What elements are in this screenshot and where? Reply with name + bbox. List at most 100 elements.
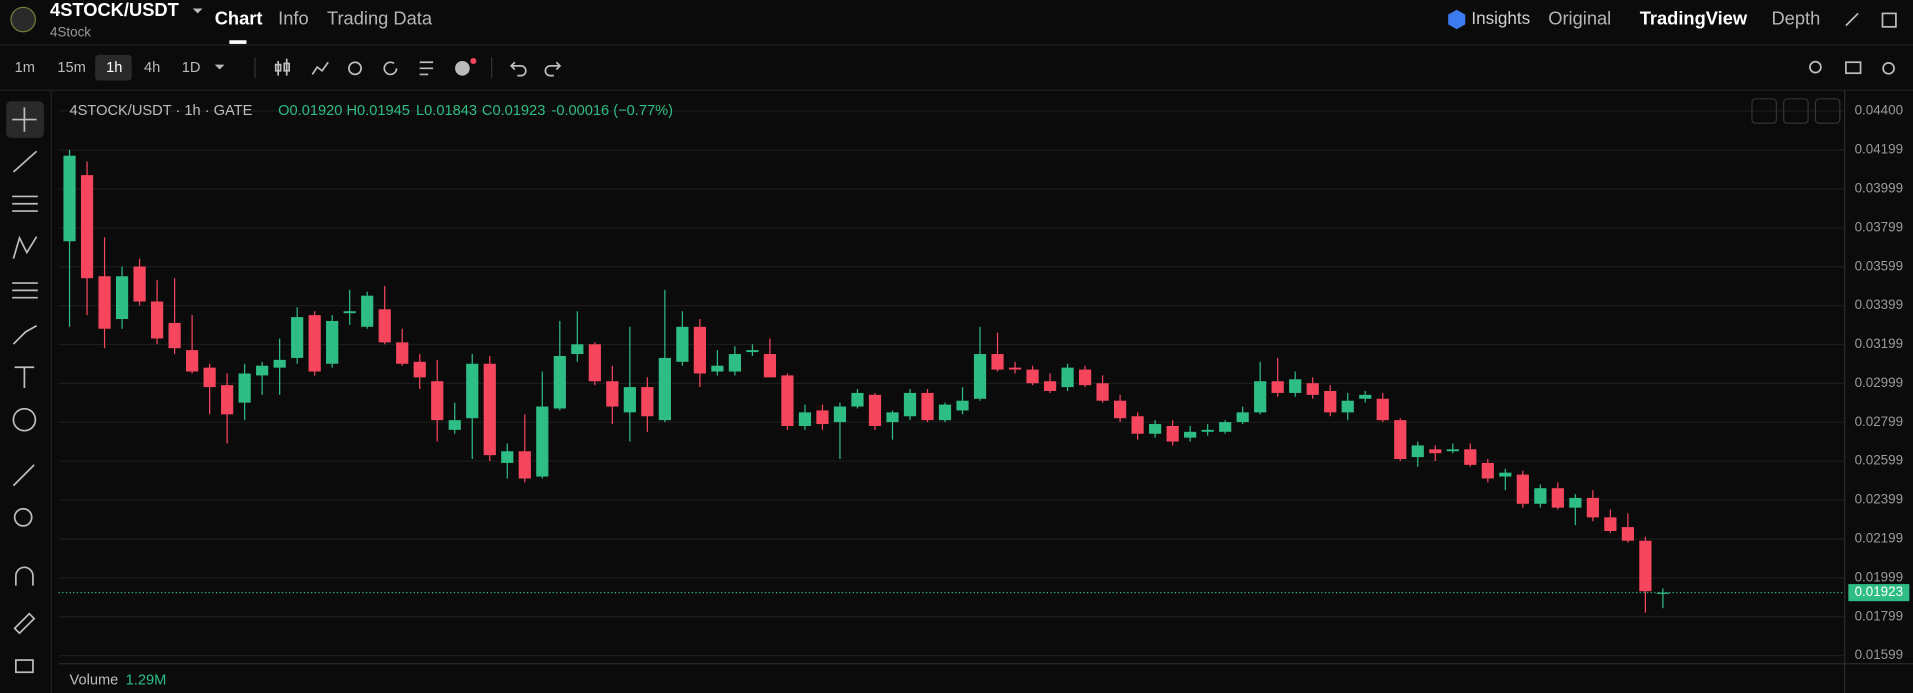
fib-tool[interactable] — [12, 195, 38, 212]
redo-icon[interactable] — [544, 61, 562, 77]
magnet-tool[interactable] — [15, 566, 34, 586]
candle-body — [80, 175, 94, 279]
interval[interactable]: 15m — [57, 60, 85, 76]
candle-body — [1149, 424, 1162, 434]
view-link[interactable]: Insights — [1471, 9, 1530, 28]
text-tool[interactable] — [14, 366, 35, 388]
candle-body — [518, 451, 531, 479]
candle-body — [868, 394, 882, 426]
undo-icon[interactable] — [509, 61, 527, 77]
scroll-button[interactable] — [1751, 98, 1777, 124]
pattern-tool[interactable] — [12, 235, 38, 259]
candle-body — [1394, 420, 1407, 460]
add-icon[interactable] — [455, 61, 470, 76]
candles: 0.01923 — [58, 149, 1910, 613]
candle-body — [1324, 390, 1337, 413]
symbol[interactable]: 4STOCK/USDT — [50, 0, 179, 20]
tab[interactable]: Info — [278, 7, 309, 28]
candle-body — [168, 322, 181, 349]
interval[interactable]: 1D — [182, 60, 201, 76]
replay-icon[interactable] — [383, 61, 398, 76]
projection-tool[interactable] — [12, 282, 38, 299]
candle-body — [1534, 488, 1547, 504]
candle-body — [1166, 425, 1179, 442]
line-tool[interactable] — [12, 150, 38, 173]
alert-icon[interactable] — [348, 61, 362, 76]
candle-body — [1499, 472, 1512, 477]
draw-mode-tool[interactable] — [13, 612, 36, 635]
collapse-icon[interactable] — [1845, 12, 1859, 27]
y-tick-label: 0.04199 — [1855, 142, 1903, 157]
reset-button[interactable] — [1814, 98, 1841, 124]
legend-close: C0.01923 — [482, 103, 545, 119]
candle-body — [798, 412, 812, 426]
interval[interactable]: 1h — [106, 60, 122, 76]
legend-symbol: 4STOCK/USDT · 1h · GATE — [70, 103, 253, 119]
candle-body — [1464, 449, 1477, 465]
candle-body — [1376, 398, 1389, 421]
y-tick-label: 0.01999 — [1855, 569, 1903, 584]
candle-body — [728, 354, 741, 372]
interval[interactable]: 4h — [144, 60, 160, 76]
candle-body — [413, 361, 426, 378]
tab[interactable]: Trading Data — [327, 7, 433, 28]
candle-body — [483, 363, 496, 456]
lock-tool[interactable] — [15, 659, 34, 674]
emoji-tool[interactable] — [12, 407, 37, 432]
candle-body — [606, 381, 619, 407]
candle-body — [903, 392, 917, 417]
crosshair-tool[interactable] — [12, 107, 37, 132]
candle-body — [1061, 367, 1074, 388]
candle-body — [1586, 497, 1599, 518]
candle-body — [1289, 379, 1302, 393]
view-link[interactable]: Original — [1548, 7, 1611, 28]
candle-body — [816, 410, 829, 425]
candle-body — [1446, 449, 1459, 452]
insights-icon — [1448, 9, 1466, 30]
caret[interactable] — [192, 8, 203, 14]
candle-body — [1411, 445, 1424, 458]
candle-body — [343, 311, 356, 314]
camera-icon[interactable] — [1845, 61, 1862, 75]
y-tick-label: 0.02999 — [1855, 375, 1903, 390]
expand-button[interactable] — [1783, 98, 1809, 124]
brush-tool[interactable] — [12, 325, 38, 345]
candle-body — [921, 392, 934, 421]
view-link[interactable]: TradingView — [1640, 7, 1748, 28]
candle-body — [676, 326, 689, 362]
candle-body — [851, 392, 864, 407]
indicators-icon[interactable] — [311, 61, 329, 75]
tab[interactable]: Chart — [215, 7, 263, 28]
view-link[interactable]: Depth — [1771, 7, 1820, 28]
interval[interactable]: 1m — [15, 60, 35, 76]
template-icon[interactable] — [419, 61, 434, 76]
ruler-tool[interactable] — [12, 464, 35, 487]
candle-body — [763, 354, 777, 378]
candle-body — [256, 365, 269, 376]
candle-body — [1271, 381, 1284, 393]
search-icon[interactable] — [1809, 60, 1822, 74]
candle-type-icon[interactable] — [274, 58, 291, 76]
y-tick-label: 0.03599 — [1855, 258, 1903, 273]
settings-icon[interactable] — [1882, 61, 1895, 75]
candle-body — [203, 367, 216, 388]
candle-body — [1043, 381, 1057, 391]
candle-body — [1516, 474, 1529, 504]
candle-body — [1184, 431, 1197, 438]
candle-body — [1026, 369, 1039, 384]
candle-body — [1604, 517, 1617, 531]
candle-body — [973, 354, 987, 399]
candle-body — [1254, 381, 1267, 413]
candle-body — [991, 354, 1004, 370]
candle-body — [571, 344, 584, 355]
subtitle: 4Stock — [50, 24, 91, 39]
zoom-tool[interactable] — [13, 507, 33, 527]
candle-body — [1236, 412, 1249, 423]
candle-body — [1096, 383, 1109, 401]
candle-body — [115, 276, 129, 320]
fullscreen-icon[interactable] — [1881, 12, 1897, 28]
y-tick-label: 0.02399 — [1855, 492, 1903, 507]
candle-body — [186, 350, 199, 372]
caret[interactable] — [214, 64, 225, 70]
